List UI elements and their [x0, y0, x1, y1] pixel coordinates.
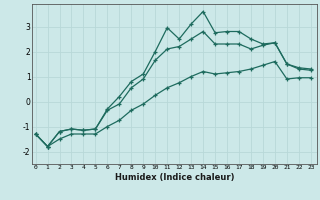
- X-axis label: Humidex (Indice chaleur): Humidex (Indice chaleur): [115, 173, 234, 182]
